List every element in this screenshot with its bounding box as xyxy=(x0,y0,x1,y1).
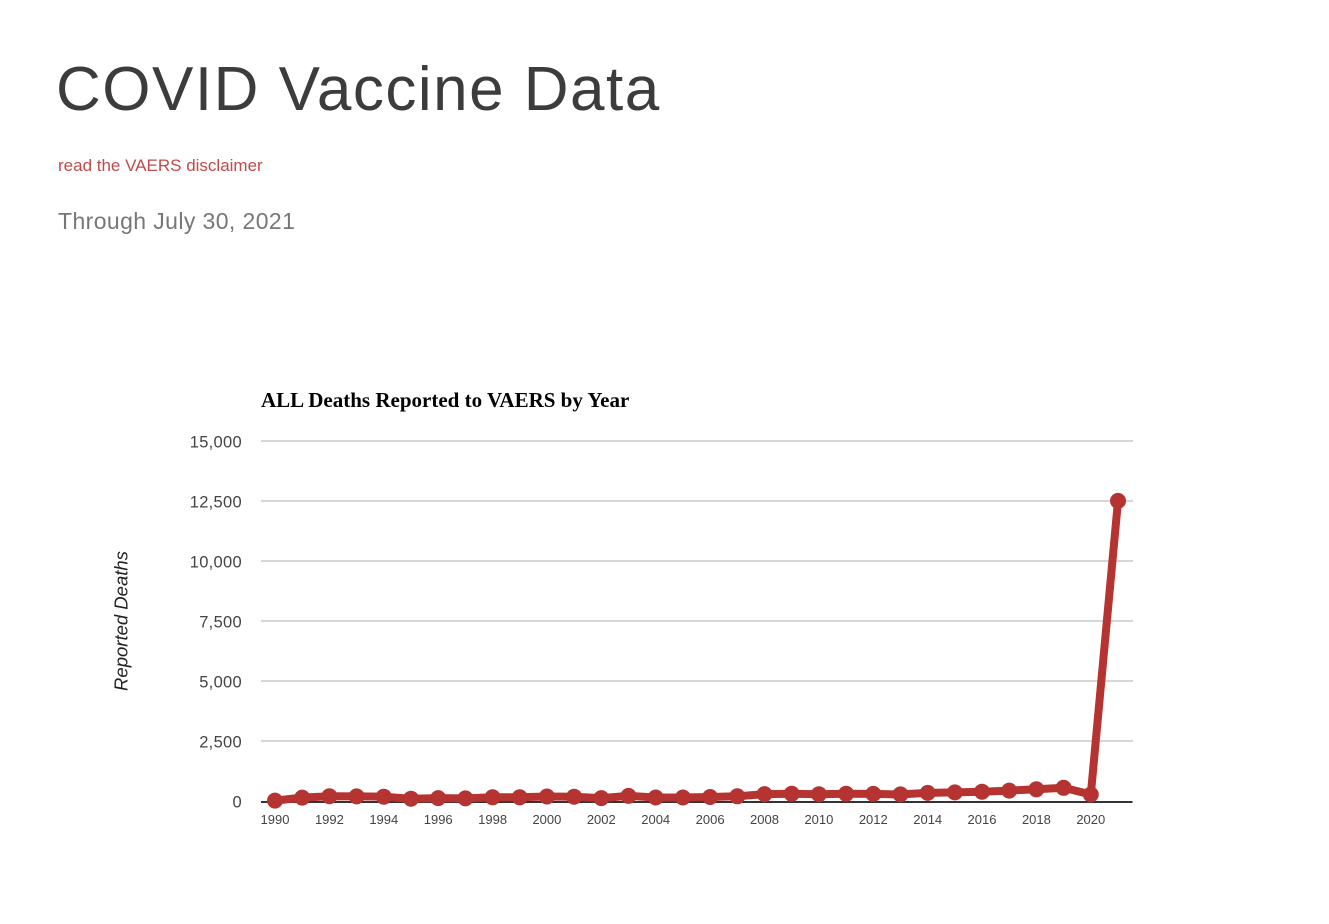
svg-text:2006: 2006 xyxy=(696,812,725,827)
svg-text:1990: 1990 xyxy=(261,812,290,827)
svg-text:2,500: 2,500 xyxy=(199,734,242,752)
svg-text:1994: 1994 xyxy=(369,812,398,827)
svg-text:2018: 2018 xyxy=(1022,812,1051,827)
svg-text:2004: 2004 xyxy=(641,812,670,827)
svg-text:2020: 2020 xyxy=(1076,812,1105,827)
svg-text:2016: 2016 xyxy=(968,812,997,827)
svg-text:1998: 1998 xyxy=(478,812,507,827)
svg-text:2008: 2008 xyxy=(750,812,779,827)
svg-text:2000: 2000 xyxy=(532,812,561,827)
svg-text:12,500: 12,500 xyxy=(190,494,242,512)
svg-text:15,000: 15,000 xyxy=(190,434,242,452)
svg-text:1992: 1992 xyxy=(315,812,344,827)
svg-text:2012: 2012 xyxy=(859,812,888,827)
svg-text:1996: 1996 xyxy=(424,812,453,827)
svg-text:Reported Deaths: Reported Deaths xyxy=(110,551,131,691)
svg-text:2014: 2014 xyxy=(913,812,942,827)
svg-text:2010: 2010 xyxy=(804,812,833,827)
svg-text:5,000: 5,000 xyxy=(199,674,242,692)
svg-text:2002: 2002 xyxy=(587,812,616,827)
svg-text:0: 0 xyxy=(233,794,242,812)
svg-text:10,000: 10,000 xyxy=(190,554,242,572)
svg-text:ALL Deaths Reported to VAERS b: ALL Deaths Reported to VAERS by Year xyxy=(261,388,629,412)
svg-text:7,500: 7,500 xyxy=(199,614,242,632)
